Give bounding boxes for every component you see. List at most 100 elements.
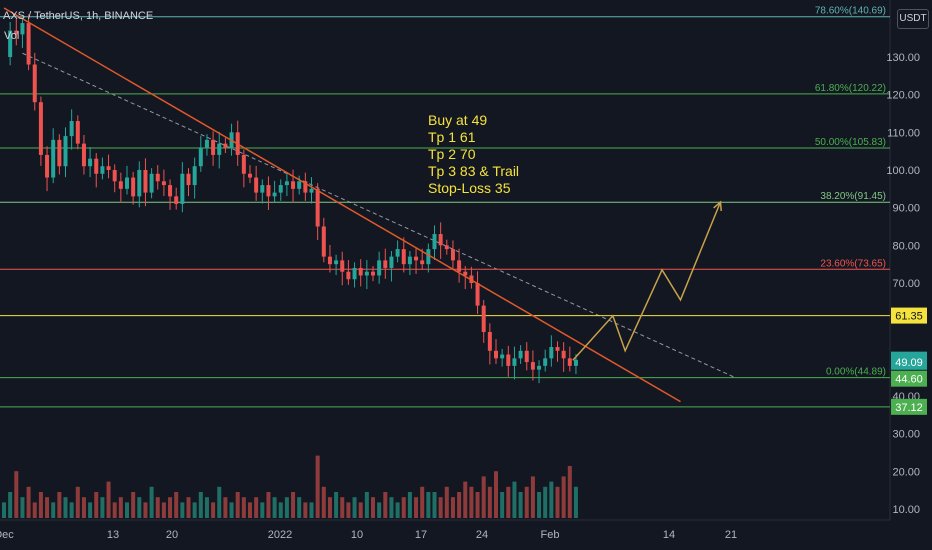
volume-bar [371, 497, 375, 518]
candle-body [204, 139, 209, 148]
candle-body [32, 64, 37, 103]
fib-level-label: 0.00%(44.89) [826, 367, 886, 378]
y-tick-label: 110.00 [887, 127, 920, 139]
fib-level-label: 61.80%(120.22) [815, 83, 886, 94]
volume-bar [315, 455, 320, 518]
x-tick-label: 13 [107, 529, 119, 541]
candle-body [297, 181, 302, 189]
candle-body [518, 350, 523, 359]
volume-bar [2, 502, 6, 518]
candle-body [315, 188, 320, 227]
volume-bar [389, 497, 394, 518]
currency-unit-button[interactable]: USDT [897, 9, 929, 29]
candle-body [389, 256, 394, 268]
candle-body [137, 170, 142, 197]
candle-body [198, 147, 203, 167]
volume-bar [272, 497, 277, 518]
volume-bar [266, 492, 271, 518]
volume-bar [57, 492, 62, 518]
descending-trendline [3, 7, 681, 403]
candle-body [75, 121, 80, 144]
volume-bar [45, 497, 50, 518]
volume-bar [297, 497, 302, 518]
volume-bar [204, 497, 209, 518]
volume-bar [254, 497, 259, 518]
candle-body [524, 350, 529, 363]
candle-body [364, 271, 369, 276]
candle-body [112, 170, 117, 182]
candle-body [432, 234, 437, 250]
candle-body [561, 350, 566, 359]
candle-body [94, 158, 99, 174]
candle-body [81, 143, 86, 167]
candle-body [303, 181, 308, 193]
volume-bar [346, 502, 351, 518]
candle-body [340, 260, 345, 272]
candle-body [481, 305, 486, 332]
candle-body [88, 158, 93, 167]
price-badge [891, 353, 927, 370]
volume-bar [426, 492, 431, 518]
volume-bar [555, 486, 560, 518]
candle-body [217, 143, 222, 155]
volume-bar [377, 502, 382, 518]
volume-bar [211, 502, 216, 518]
volume-bar [352, 497, 357, 518]
candle-body [494, 350, 498, 359]
candle-body [284, 181, 289, 186]
trade-note-line: Stop-Loss 35 [428, 180, 511, 196]
candle-body [14, 30, 19, 35]
candle-body [186, 173, 191, 186]
candle-body [51, 139, 56, 178]
candle-body [555, 347, 560, 351]
candle-body [450, 249, 455, 261]
x-tick-label: 24 [476, 529, 488, 541]
volume-bar [155, 497, 160, 518]
candle-body [57, 139, 62, 167]
x-tick-label: 21 [725, 529, 737, 541]
candle-body [352, 267, 357, 280]
volume-bar [475, 492, 480, 518]
volume-bar [241, 497, 246, 518]
volume-bar [401, 497, 406, 518]
volume-bar [506, 486, 511, 518]
volume-bar [327, 497, 332, 518]
candle-body [543, 358, 548, 366]
candle-body [334, 260, 339, 265]
volume-bar [186, 497, 191, 518]
volume-bar [340, 497, 345, 518]
volume-bar [500, 492, 505, 518]
candle-body [20, 23, 25, 35]
candle-body [278, 185, 283, 193]
candle-body [143, 170, 148, 193]
x-tick-label: Feb [541, 529, 560, 541]
candle-body [291, 181, 296, 189]
candle-body [377, 260, 382, 276]
volume-bar [149, 486, 154, 518]
volume-bar [407, 492, 412, 518]
volume-bar [81, 497, 86, 518]
candle-body [254, 177, 259, 193]
candle-body [371, 271, 375, 276]
candle-body [321, 226, 326, 257]
volume-bar [168, 497, 173, 518]
candle-body [457, 260, 462, 272]
dashed-trendline [22, 52, 737, 379]
volume-bar [38, 492, 43, 518]
candle-body [506, 354, 511, 366]
volume-bar [278, 502, 283, 518]
volume-bar [192, 502, 197, 518]
price-badge [891, 398, 927, 415]
volume-bar [383, 492, 388, 518]
candle-body [438, 234, 443, 246]
volume-bar [14, 471, 19, 518]
fib-level-label: 78.60%(140.69) [815, 6, 886, 17]
candle-body [327, 256, 332, 265]
x-tick-label: Dec [0, 529, 14, 541]
volume-bar [364, 492, 369, 518]
volume-bar [69, 502, 74, 518]
candle-body [131, 177, 136, 197]
volume-bar [321, 486, 326, 518]
candle-body [272, 192, 277, 197]
